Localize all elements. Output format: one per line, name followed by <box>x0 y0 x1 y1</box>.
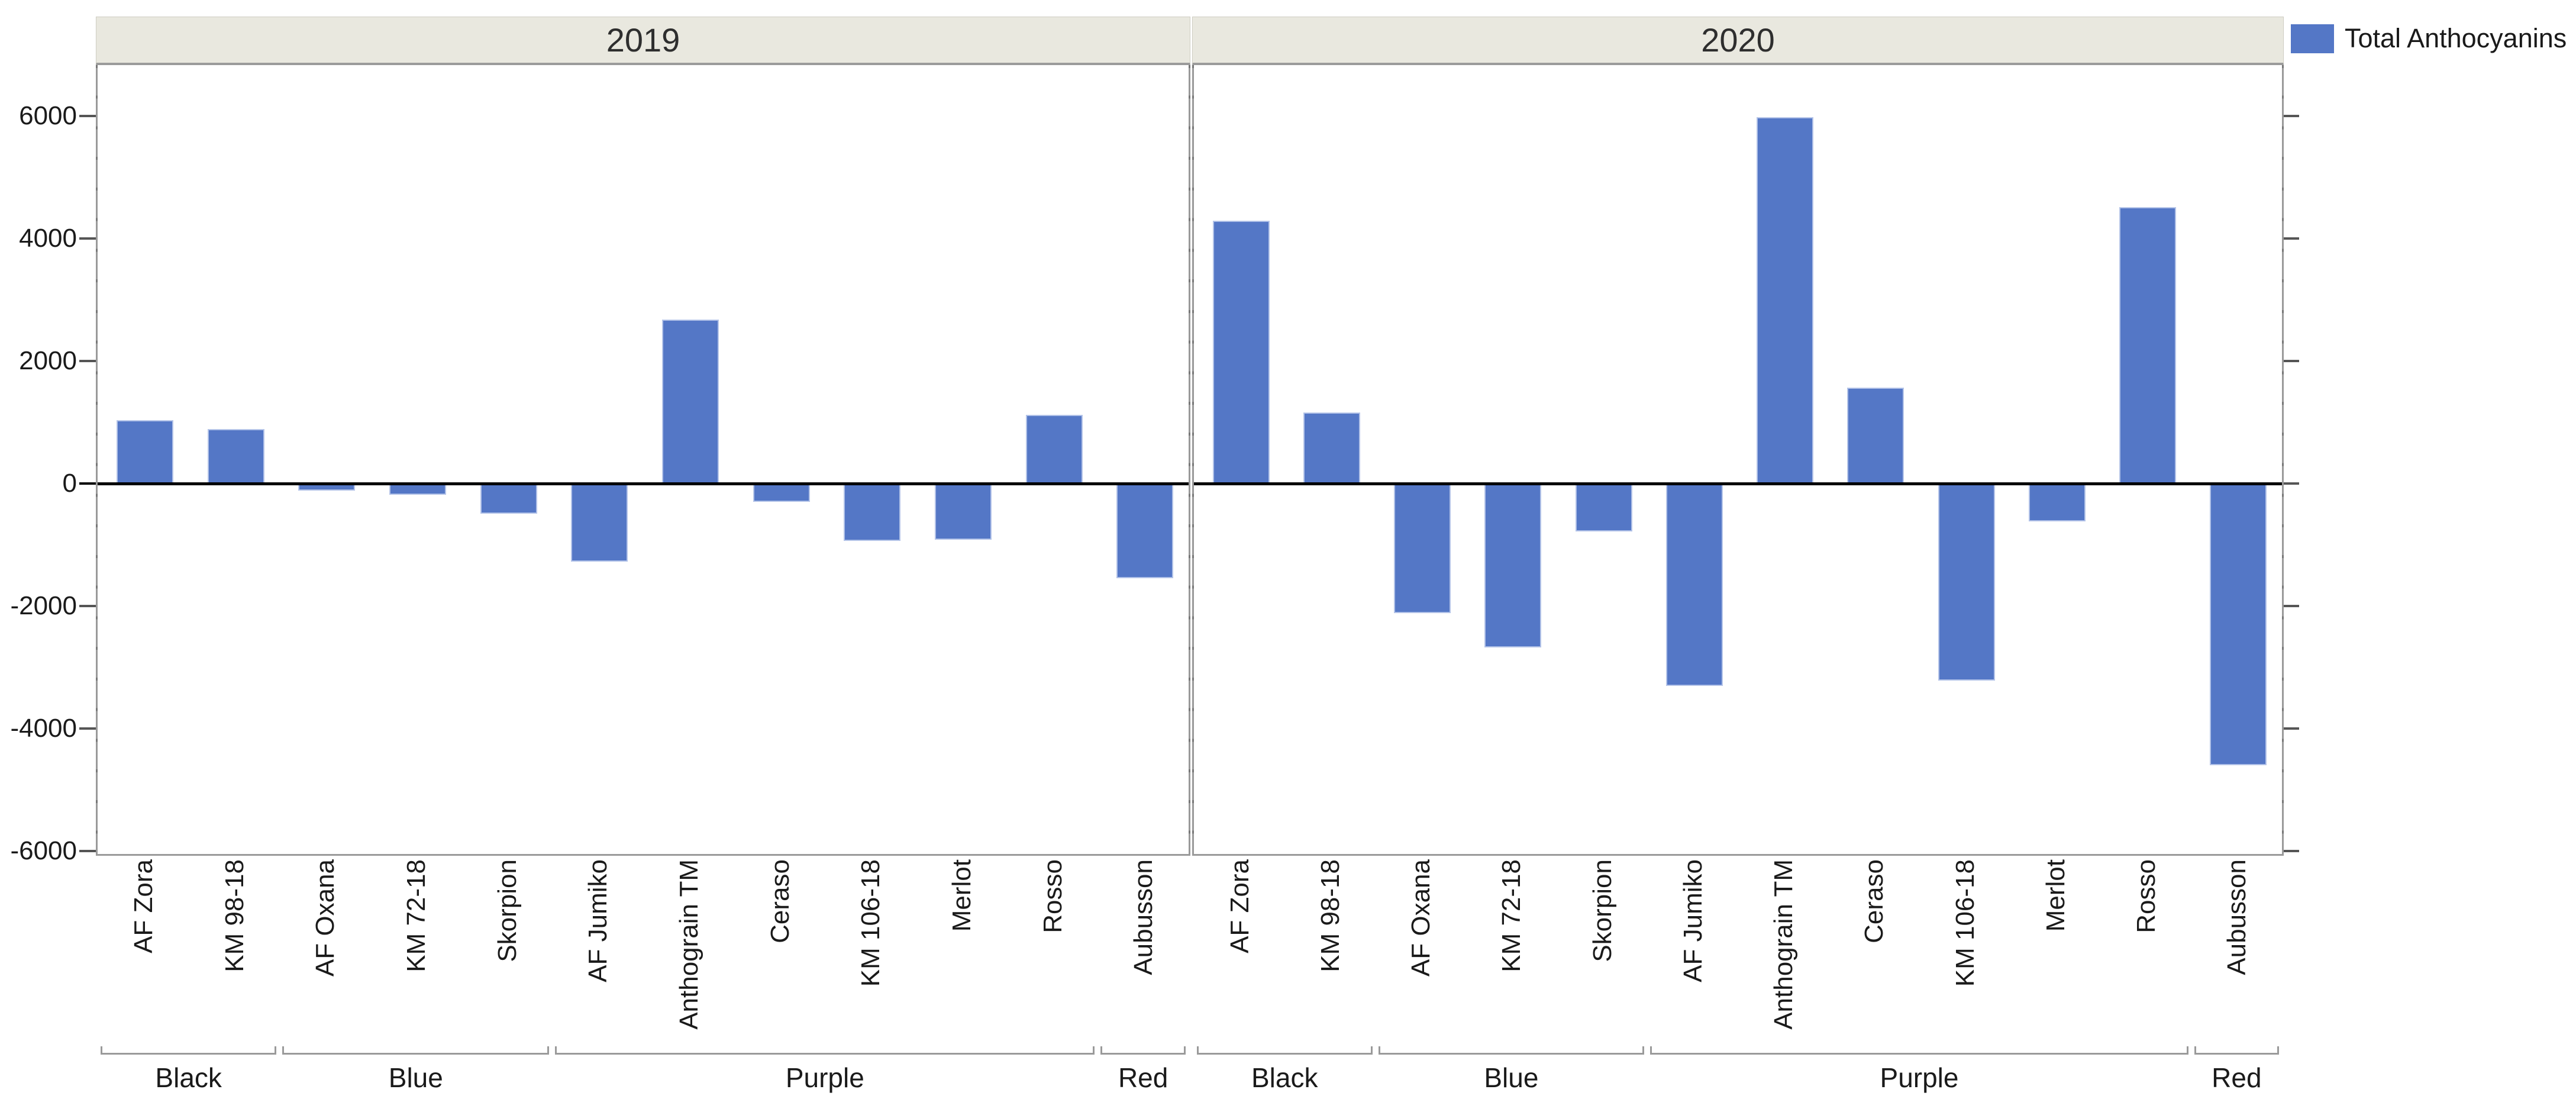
bar-2020-KM 106-18[interactable] <box>1938 484 1995 681</box>
x-tick-label-2020: Skorpion <box>1587 859 1617 962</box>
group-label-Blue: Blue <box>1484 1062 1539 1093</box>
y-tick-mark-right <box>2284 727 2299 730</box>
bar-2019-Anthograin TM[interactable] <box>661 319 719 484</box>
x-tick-label-2019: Anthograin TM <box>674 859 703 1030</box>
y-tick-label: 2000 <box>19 346 77 375</box>
y-tick-mark <box>79 605 96 607</box>
x-tick-label-2020: KM 106-18 <box>1950 859 1980 987</box>
x-tick-label-2019: KM 72-18 <box>401 859 431 972</box>
y-tick-mark-right <box>2284 605 2299 607</box>
group-label-Red: Red <box>2212 1062 2262 1093</box>
group-bracket-Red <box>1100 1046 1186 1055</box>
y-tick-mark-right <box>2284 360 2299 362</box>
x-tick-label-2020: AF Jumiko <box>1678 859 1707 982</box>
group-bracket-Purple <box>1650 1046 2188 1055</box>
x-tick-label-2020: Merlot <box>2041 859 2070 932</box>
y-tick-mark-right <box>2284 115 2299 117</box>
group-label-Red: Red <box>1118 1062 1168 1093</box>
x-tick-label-2020: AF Oxana <box>1406 859 1436 977</box>
x-tick-label-2020: Aubusson <box>2222 859 2252 975</box>
bar-2019-KM 106-18[interactable] <box>844 484 901 542</box>
bar-2019-Rosso[interactable] <box>1025 415 1083 484</box>
facet-header-label: 2020 <box>1701 21 1775 59</box>
x-tick-label-2019: Ceraso <box>765 859 795 943</box>
bar-2019-AF Zora[interactable] <box>116 420 173 484</box>
x-tick-label-2019: Aubusson <box>1129 859 1158 975</box>
x-tick-label-2019: KM 106-18 <box>856 859 886 987</box>
group-bracket-Black <box>1197 1046 1373 1055</box>
plot-area-2019 <box>96 65 1190 856</box>
y-tick-label: -4000 <box>10 714 77 743</box>
group-label-Purple: Purple <box>785 1062 864 1093</box>
y-tick-label: -6000 <box>10 836 77 865</box>
y-tick-mark-right <box>2284 482 2299 485</box>
group-bracket-Red <box>2194 1046 2279 1055</box>
y-tick-label: 0 <box>62 469 77 498</box>
bar-2020-AF Zora[interactable] <box>1212 220 1270 484</box>
bar-2020-Ceraso[interactable] <box>1847 387 1904 484</box>
bar-2020-Skorpion[interactable] <box>1575 484 1632 531</box>
bar-2020-AF Oxana[interactable] <box>1394 484 1451 614</box>
x-tick-label-2020: AF Zora <box>1225 859 1254 953</box>
group-bracket-Purple <box>555 1046 1095 1055</box>
group-label-Black: Black <box>155 1062 222 1093</box>
legend-item[interactable]: Total Anthocyanins <box>2291 23 2567 54</box>
group-label-Black: Black <box>1251 1062 1318 1093</box>
x-tick-label-2019: AF Oxana <box>311 859 340 977</box>
legend-label: Total Anthocyanins <box>2345 23 2567 53</box>
bar-2020-Aubusson[interactable] <box>2210 484 2267 766</box>
x-tick-label-2019: Merlot <box>947 859 976 932</box>
x-tick-label-2020: Rosso <box>2132 859 2161 933</box>
y-tick-mark <box>79 727 96 730</box>
bar-2019-AF Jumiko[interactable] <box>571 484 628 562</box>
bar-2020-Anthograin TM[interactable] <box>1757 117 1814 484</box>
x-tick-label-2019: Rosso <box>1038 859 1067 933</box>
zero-baseline <box>1194 482 2282 485</box>
bar-2020-KM 72-18[interactable] <box>1484 484 1542 648</box>
zero-baseline <box>98 482 1189 485</box>
y-tick-mark <box>79 237 96 240</box>
y-tick-mark-right <box>2284 237 2299 240</box>
bar-2019-Ceraso[interactable] <box>753 484 810 502</box>
x-tick-label-2020: Anthograin TM <box>1769 859 1799 1030</box>
x-tick-label-2020: Ceraso <box>1860 859 1889 943</box>
bar-2020-KM 98-18[interactable] <box>1303 412 1360 484</box>
x-tick-label-2019: KM 98-18 <box>219 859 249 972</box>
facet-header-2019: 2019 <box>96 17 1190 65</box>
facet-header-label: 2019 <box>606 21 680 59</box>
y-tick-label: 4000 <box>19 224 77 253</box>
legend-swatch-icon <box>2291 24 2334 53</box>
bar-2019-Merlot[interactable] <box>934 484 992 540</box>
y-tick-mark-right <box>2284 850 2299 852</box>
axis-minor-ticks <box>1192 65 1194 854</box>
group-bracket-Blue <box>1378 1046 1645 1055</box>
facet-header-2020: 2020 <box>1192 17 2284 65</box>
group-label-Purple: Purple <box>1880 1062 1959 1093</box>
bar-2019-Skorpion[interactable] <box>480 484 537 514</box>
y-tick-label: 6000 <box>19 101 77 130</box>
bar-2019-KM 98-18[interactable] <box>207 428 264 484</box>
group-bracket-Blue <box>282 1046 550 1055</box>
bar-2020-Rosso[interactable] <box>2119 207 2177 484</box>
y-tick-mark <box>79 115 96 117</box>
bar-2019-Aubusson[interactable] <box>1116 484 1174 579</box>
x-tick-label-2019: AF Zora <box>128 859 158 953</box>
axis-minor-ticks <box>96 65 98 854</box>
plot-area-2020 <box>1192 65 2284 856</box>
x-tick-label-2020: KM 72-18 <box>1497 859 1526 972</box>
x-tick-label-2020: KM 98-18 <box>1315 859 1345 972</box>
bar-2020-AF Jumiko[interactable] <box>1665 484 1723 686</box>
x-tick-label-2019: Skorpion <box>492 859 522 962</box>
y-tick-mark <box>79 482 96 485</box>
axis-minor-ticks <box>1189 65 1190 854</box>
y-tick-label: -2000 <box>10 591 77 620</box>
y-tick-mark <box>79 360 96 362</box>
group-label-Blue: Blue <box>388 1062 443 1093</box>
group-bracket-Black <box>101 1046 277 1055</box>
bar-2020-Merlot[interactable] <box>2028 484 2086 522</box>
axis-minor-ticks <box>2282 65 2284 854</box>
x-tick-label-2019: AF Jumiko <box>583 859 613 982</box>
y-tick-mark <box>79 850 96 852</box>
